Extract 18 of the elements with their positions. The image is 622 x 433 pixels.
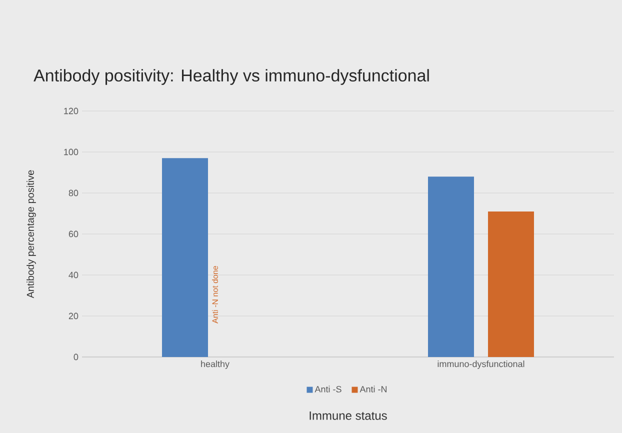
chart-title: Antibody positivity: Healthy vs immuno-dysfunctional — [34, 69, 429, 85]
y-tick-label: 100 — [64, 148, 78, 156]
y-tick-label: 80 — [68, 190, 78, 196]
y-tick-label: 20 — [68, 312, 78, 320]
bar — [162, 158, 208, 357]
y-tick-label: 0 — [74, 354, 78, 360]
y-tick-label: 40 — [68, 272, 78, 278]
x-tick-label: immuno-dysfunctional — [438, 360, 524, 369]
legend-label: Anti -N — [360, 386, 387, 392]
y-tick-label: 120 — [64, 108, 78, 114]
y-tick-label: 60 — [68, 230, 78, 238]
bar — [488, 211, 534, 357]
x-tick-label: healthy — [201, 360, 230, 369]
bar — [428, 176, 474, 357]
x-axis-title: Immune status — [310, 412, 387, 420]
annotation: Anti -N not done — [212, 266, 218, 324]
legend-label: Anti -S — [314, 386, 342, 392]
y-axis-title: Antibody percentage positive — [26, 170, 36, 298]
